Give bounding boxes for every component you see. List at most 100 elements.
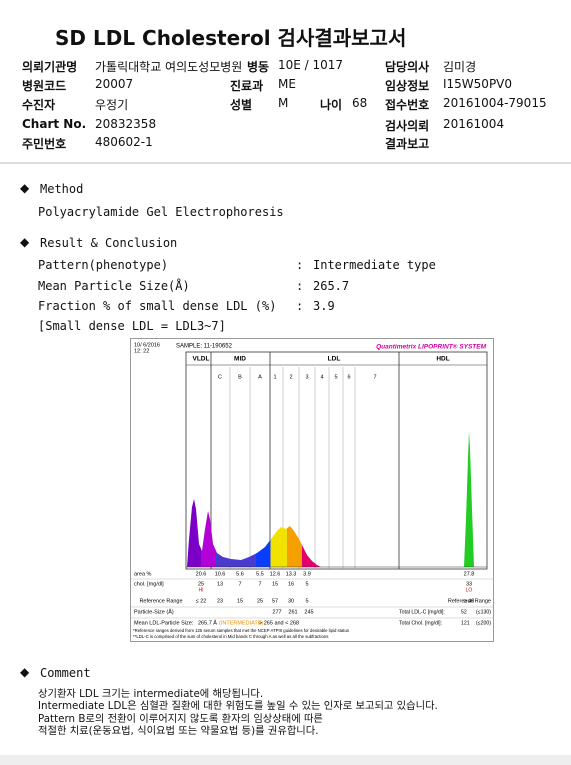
lipoprint-text: 27.8 <box>464 571 475 577</box>
lipoprint-text: 1 <box>273 374 276 380</box>
method-text: Polyacrylamide Gel Electrophoresis <box>38 205 284 219</box>
lipoprint-text: 10.6 <box>215 571 226 577</box>
bullet: ◆ <box>20 235 30 249</box>
lipoprint-text: 7 <box>258 581 261 587</box>
lipoprint-text: area % <box>134 571 152 577</box>
lipoprint-text: 5.5 <box>256 571 264 577</box>
separator: : <box>296 258 304 272</box>
lipoprint-text: 245 <box>304 609 313 615</box>
lipoprint-text: 13.3 <box>286 571 297 577</box>
footer-bar <box>0 755 571 765</box>
info-value: 우정기 <box>95 98 129 112</box>
lipoprint-text: 52 <box>461 609 467 615</box>
lipoprint-text: 2 <box>289 374 292 380</box>
lipoprint-text: 15 <box>272 581 278 587</box>
lipoprint-text: 33 <box>466 581 472 587</box>
lipoprint-text: 30 <box>288 598 294 604</box>
lipoprint-text: 261 <box>288 609 297 615</box>
result-label: Mean Particle Size(Å) <box>38 279 190 293</box>
lipoprint-text: 121 <box>461 620 470 626</box>
lipoprint-text: 7 <box>373 374 376 380</box>
info-value: 20161004-79015 <box>443 96 547 110</box>
info-value: 김미경 <box>443 60 477 74</box>
lipoprint-text: ≤ 22 <box>196 598 207 604</box>
section-heading: Method <box>40 182 84 196</box>
info-label: 의뢰기관명 <box>22 60 78 74</box>
info-label: 검사의뢰 <box>385 119 430 133</box>
lipoprint-text: 12.6 <box>270 571 281 577</box>
lipoprint-text: 4 <box>320 374 323 380</box>
section-heading: Result & Conclusion <box>40 236 178 250</box>
result-note: [Small dense LDL = LDL3~7] <box>38 319 226 333</box>
lipoprint-text: MID <box>234 356 246 363</box>
lipoprint-text: (INTERMEDIATE) <box>219 620 263 626</box>
lipoprint-text: SAMPLE: 11-190652 <box>176 344 233 350</box>
info-value: 10E / 1017 <box>278 58 344 72</box>
lipoprint-text: LO <box>466 587 473 593</box>
lipoprint-text: (≤200) <box>476 620 491 626</box>
lipoprint-text: B <box>238 374 242 380</box>
lipoprint-text: Total Chol. [mg/dl]: <box>399 620 442 626</box>
lipoprint-text: 10/ 6/2016 <box>134 342 160 348</box>
lipoprint-text: chol. [mg/dl] <box>134 581 164 587</box>
lipoprint-text: 23 <box>217 598 223 604</box>
comment-line: Pattern B로의 전환이 이루어지지 않도록 환자의 임상상태에 따른 <box>38 713 323 725</box>
lipoprint-text: A <box>258 374 262 380</box>
lipoprint-text: Particle-Size (Å) <box>134 608 174 615</box>
info-value: I15W50PV0 <box>443 77 513 91</box>
bullet: ◆ <box>20 181 30 195</box>
lipoprint-text: ≥ 40 <box>464 598 475 604</box>
divider <box>0 162 571 164</box>
lipoprint-text: Mean LDL-Particle Size: <box>134 620 194 626</box>
lipoprint-text: 25 <box>198 581 204 587</box>
lipoprint-text: Reference Range <box>448 598 491 604</box>
info-label: 담당의사 <box>385 60 430 74</box>
info-label: 진료과 <box>230 79 264 93</box>
comment-line: 상기환자 LDL 크기는 intermediate에 해당됩니다. <box>38 688 264 700</box>
lipoprint-text: 5 <box>334 374 337 380</box>
report-title: SD LDL Cholesterol 검사결과보고서 <box>55 26 407 50</box>
lipoprint-text: VLDL <box>193 356 210 363</box>
ldl-profile <box>187 499 321 567</box>
section-heading: Comment <box>40 666 91 680</box>
result-label: Pattern(phenotype) <box>38 258 169 272</box>
lipoprint-text: 25 <box>257 598 263 604</box>
hdl-peak <box>464 431 474 567</box>
info-value: 480602-1 <box>95 135 153 149</box>
comment-line: 적절한 치료(운동요법, 식이요법 또는 약물요법 등)를 권유합니다. <box>38 725 319 737</box>
lipoprint-text: Quantimetrix LIPOPRINT® SYSTEM <box>376 343 486 351</box>
info-value: 68 <box>352 96 368 110</box>
info-value: M <box>278 96 289 110</box>
lipoprint-text: 16 <box>288 581 294 587</box>
separator: : <box>296 299 304 313</box>
info-value: 20161004 <box>443 117 505 131</box>
result-value: 3.9 <box>313 299 335 313</box>
lipoprint-text: 3.9 <box>303 571 311 577</box>
info-label: Chart No. <box>22 117 87 131</box>
separator: : <box>296 279 304 293</box>
lipoprint-text: LDL <box>328 356 341 363</box>
result-value: 265.7 <box>313 279 350 293</box>
subband-lines <box>229 367 356 569</box>
lipoprint-text: 5.6 <box>236 571 244 577</box>
info-label: 수진자 <box>22 98 56 112</box>
info-value: 가톨릭대학교 여의도성모병원 <box>95 60 243 74</box>
lipoprint-text: Reference Range <box>139 598 182 604</box>
lipoprint-text: (≤130) <box>476 609 491 615</box>
info-label: 병동 <box>247 60 270 74</box>
info-label: 임상정보 <box>385 79 430 93</box>
lipoprint-text: 7 <box>238 581 241 587</box>
lipoprint-text: C <box>218 374 222 380</box>
info-value: ME <box>278 77 296 91</box>
info-label: 나이 <box>320 98 343 112</box>
info-label: 접수번호 <box>385 98 430 112</box>
lipoprint-text: **LDL-C is comprised of the sum of chole… <box>133 634 328 639</box>
info-label: 병원코드 <box>22 79 67 93</box>
lipoprint-text: 13 <box>217 581 223 587</box>
lipoprint-text: 5 <box>305 581 308 587</box>
info-value: 20007 <box>95 77 134 91</box>
lipoprint-text: 20.6 <box>196 571 207 577</box>
bullet: ◆ <box>20 665 30 679</box>
